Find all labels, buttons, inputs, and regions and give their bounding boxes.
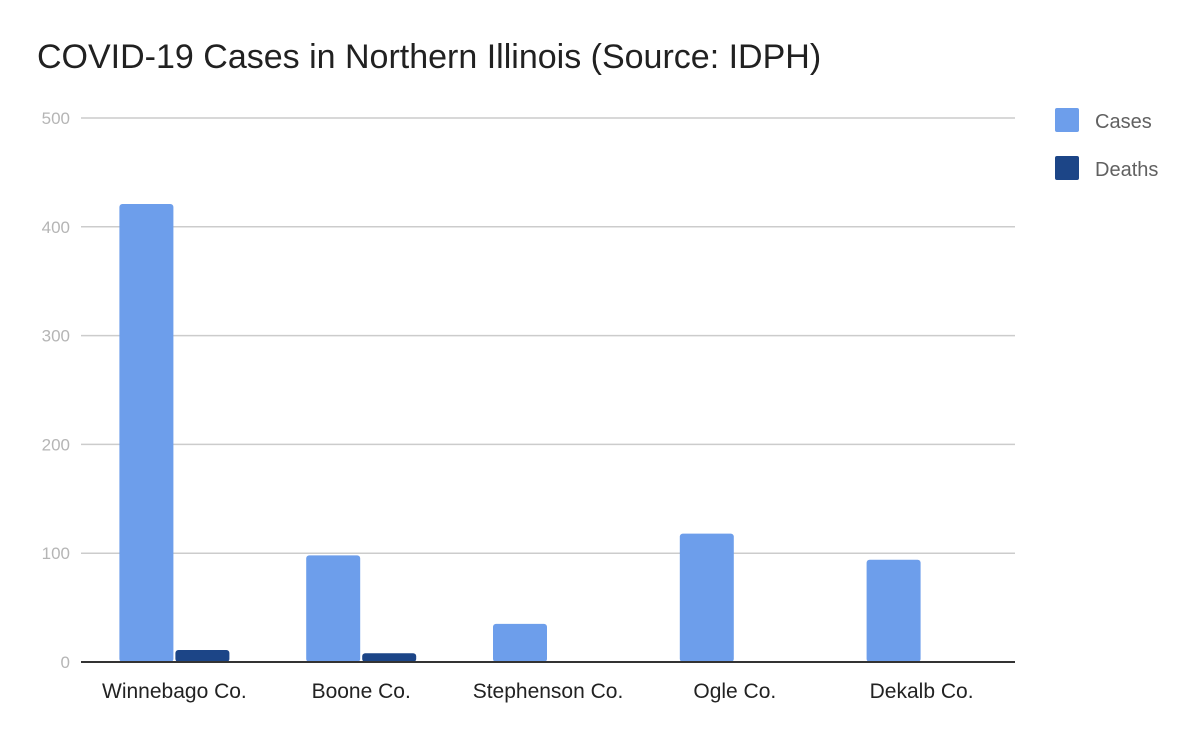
bar-cases xyxy=(679,533,734,662)
bar-cases xyxy=(119,203,174,662)
bar-cases xyxy=(306,555,361,662)
chart-title: COVID-19 Cases in Northern Illinois (Sou… xyxy=(37,38,822,76)
x-axis-labels: Winnebago Co. Boone Co. Stephenson Co. Ogle… xyxy=(102,680,974,703)
bars xyxy=(119,203,921,662)
x-tick-label: Dekalb Co. xyxy=(870,680,974,703)
legend-swatch xyxy=(1055,108,1079,132)
legend-swatch xyxy=(1055,156,1079,180)
legend-label: Cases xyxy=(1095,111,1152,133)
bar-cases xyxy=(493,623,547,662)
bar-deaths xyxy=(362,653,417,662)
y-tick-label: 400 xyxy=(42,218,70,237)
y-tick-label: 300 xyxy=(42,327,70,346)
legend: Cases Deaths xyxy=(1055,108,1158,181)
bar-cases xyxy=(866,559,921,662)
y-tick-label: 100 xyxy=(42,544,70,563)
y-axis-ticks: 0 100 200 300 400 500 xyxy=(42,109,70,672)
y-tick-label: 500 xyxy=(42,109,70,128)
y-tick-label: 200 xyxy=(42,435,70,454)
x-tick-label: Winnebago Co. xyxy=(102,680,247,703)
x-tick-label: Ogle Co. xyxy=(693,680,776,703)
bar-deaths xyxy=(175,650,230,662)
x-tick-label: Boone Co. xyxy=(312,680,411,703)
y-tick-label: 0 xyxy=(61,653,70,672)
gridlines xyxy=(81,117,1015,554)
x-tick-label: Stephenson Co. xyxy=(473,680,624,703)
legend-label: Deaths xyxy=(1095,159,1158,181)
